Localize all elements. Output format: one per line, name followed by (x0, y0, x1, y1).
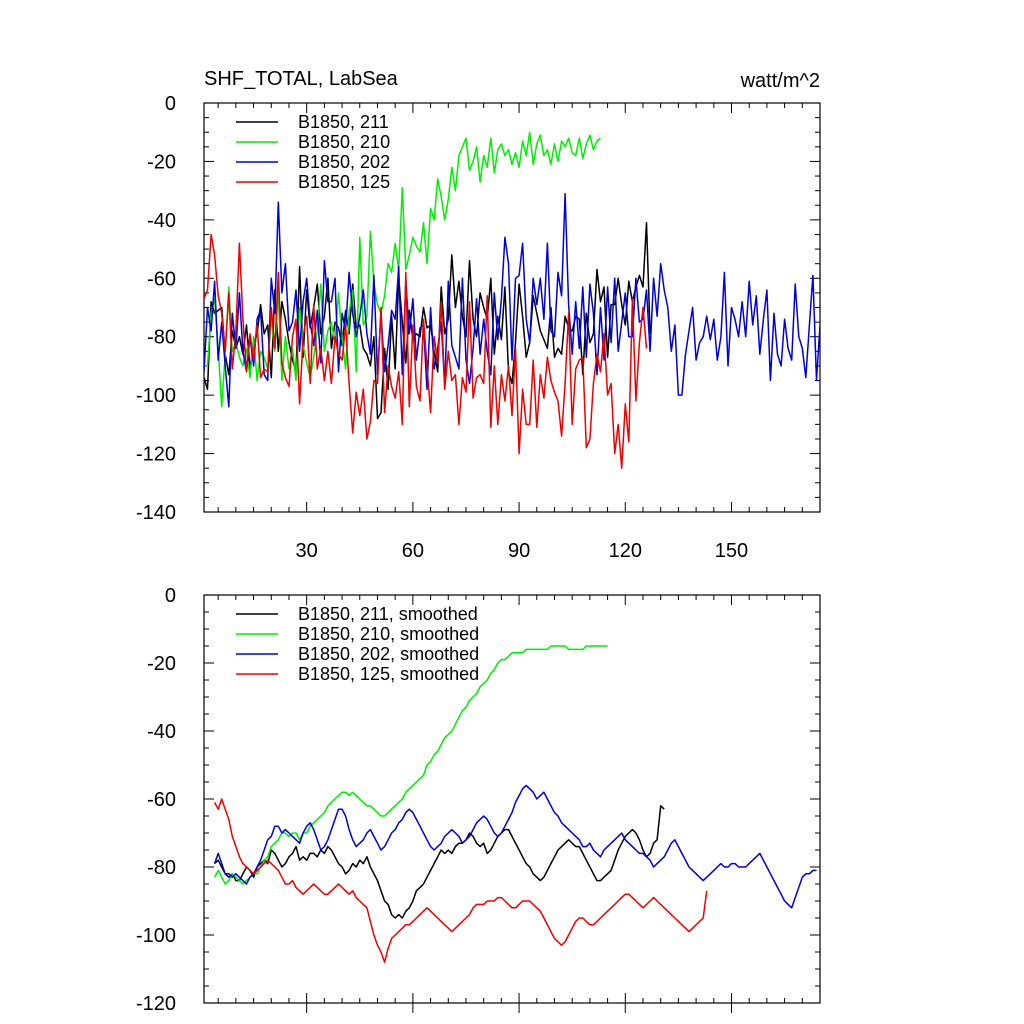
bottom-series-line-b1850-202-smoothed (213, 784, 817, 909)
top-y-tick-label: -140 (136, 502, 176, 524)
top-y-tick-label: -100 (136, 385, 176, 407)
top-x-tick-label: 120 (609, 540, 642, 562)
top-x-tick-label: 150 (715, 540, 748, 562)
top-x-tick-label: 30 (296, 540, 318, 562)
bottom-y-tick-label: -60 (147, 789, 176, 811)
bottom-y-tick-label: -20 (147, 653, 176, 675)
bottom-legend-label-b1850-202-smoothed: B1850, 202, smoothed (298, 644, 479, 664)
top-y-tick-label: -120 (136, 444, 176, 466)
top-y-tick-label: 0 (165, 93, 176, 115)
bottom-legend-label-b1850-210-smoothed: B1850, 210, smoothed (298, 624, 479, 644)
top-legend-label-b1850-202: B1850, 202 (298, 152, 390, 172)
bottom-legend-label-b1850-125-smoothed: B1850, 125, smoothed (298, 664, 479, 684)
bottom-y-tick-label: -100 (136, 925, 176, 947)
top-x-tick-label: 60 (402, 540, 424, 562)
bottom-series-line-b1850-211-smoothed (214, 805, 665, 919)
bottom-y-tick-label: -120 (136, 993, 176, 1015)
top-x-tick-label: 90 (508, 540, 530, 562)
bottom-series-line-b1850-125-smoothed (213, 798, 708, 963)
top-legend-label-b1850-125: B1850, 125 (298, 172, 390, 192)
top-y-tick-label: -60 (147, 268, 176, 290)
plot-title: SHF_TOTAL, LabSea (204, 68, 399, 90)
top-series-line-b1850-125 (204, 233, 648, 469)
bottom-panel: 0 -20 -40 -60 -80 -100 -120 B1850, 211, smoothe… (136, 585, 821, 1015)
bottom-y-tick-label: -40 (147, 721, 176, 743)
bottom-series-line-b1850-210-smoothed (213, 645, 608, 885)
bottom-y-tick-label: -80 (147, 857, 176, 879)
top-y-tick-label: -20 (147, 151, 176, 173)
units-label: watt/m^2 (740, 70, 820, 92)
bottom-y-tick-label: 0 (165, 585, 176, 607)
top-legend-label-b1850-211: B1850, 211 (298, 112, 389, 132)
top-series-line-b1850-211 (204, 222, 651, 420)
top-panel: 0 -20 -40 -60 -80 -100 -120 -140 30 60 90 120 150 B18… (136, 93, 821, 562)
bottom-plot-frame (203, 594, 821, 1004)
top-y-tick-label: -80 (147, 327, 176, 349)
top-legend-label-b1850-210: B1850, 210 (298, 132, 390, 152)
top-y-tick-label: -40 (147, 210, 176, 232)
bottom-legend-label-b1850-211-smoothed: B1850, 211, smoothed (298, 604, 478, 624)
